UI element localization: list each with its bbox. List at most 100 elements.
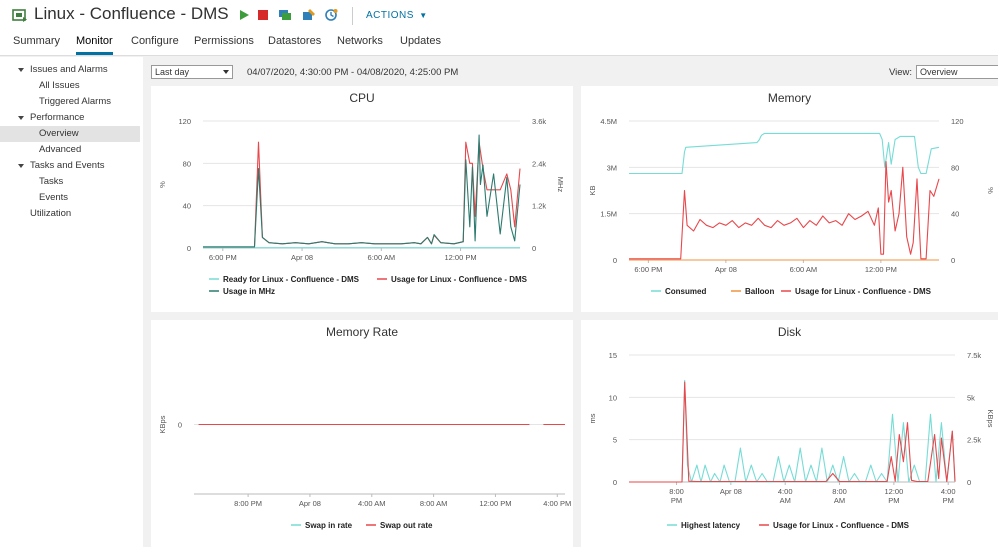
memory-chart-panel: Memory 4.5M 3M 1.5M 0 120 80 40 0 6:00 PM Apr 08 6:… [581,86,998,312]
disk-xtick-label-suffix: PM [671,496,682,505]
disk-xtick-label: 8:00 [669,487,684,496]
cpu-ytick-label: 80 [183,159,191,168]
memory-ylabel: KB [588,185,597,195]
vm-icon [12,9,27,22]
power-on-icon[interactable] [237,8,251,22]
disk-xtick-label: 8:00 [832,487,847,496]
disk-xtick-label-suffix: AM [834,496,845,505]
sidebar-item-all-issues[interactable]: All Issues [39,80,80,91]
memory-legend-consumed[interactable]: Consumed [665,287,706,296]
tab-updates[interactable]: Updates [400,35,441,47]
cpu-chart-panel: CPU 120 80 40 0 3.6k 2.4k 1.2k 0 6:00 PM Apr 08 6:0… [151,86,573,312]
cpu-ytick-label: 120 [178,117,191,126]
cpu-legend-usage-in-mhz[interactable]: Usage in MHz [223,287,275,296]
chevron-down-icon: ▼ [419,11,428,20]
sidebar-item-triggered-alarms[interactable]: Triggered Alarms [39,96,111,107]
tab-networks[interactable]: Networks [337,35,383,47]
cpu-series-usage-for-linux-confluence-dms [203,141,521,248]
memory-rate-ylabel: KBps [158,415,167,433]
cpu-y2tick-label: 1.2k [532,202,546,211]
memory-legend-balloon[interactable]: Balloon [745,287,774,296]
memory-chart-title: Memory [768,91,811,105]
cpu-xtick-label: Apr 08 [291,253,313,262]
disk-y2tick-label: 5k [967,393,975,402]
memory-xtick-label: 12:00 PM [865,265,897,274]
tab-permissions[interactable]: Permissions [194,35,254,47]
object-header: Linux - Confluence - DMS ACTIONS ▼ Summa… [0,0,998,56]
tab-configure[interactable]: Configure [131,35,179,47]
memory-xtick-label: Apr 08 [715,265,737,274]
console-icon[interactable] [278,8,292,22]
snapshot-icon[interactable] [324,8,338,22]
view-value: Overview [920,67,958,77]
memory-rate-xtick-label: 4:00 PM [543,499,571,508]
vm-title: Linux - Confluence - DMS [34,4,229,23]
power-off-icon[interactable] [256,8,270,22]
monitor-sidebar: Issues and Alarms All Issues Triggered A… [0,57,143,547]
time-range-select[interactable]: Last day [151,65,233,79]
memory-rate-chart: Memory Rate 0 8:00 PM Apr 08 4:00 AM 8:00 AM 1… [158,325,571,530]
memory-rate-xtick-label: 8:00 AM [420,499,448,508]
sidebar-item-advanced[interactable]: Advanced [39,144,82,155]
disk-chart-title: Disk [778,325,802,339]
memory-rate-chart-panel: Memory Rate 0 8:00 PM Apr 08 4:00 AM 8:00 AM 1… [151,320,573,547]
actions-label: ACTIONS [366,10,414,21]
cpu-y2tick-label: 3.6k [532,117,546,126]
cpu-ytick-label: 40 [183,202,191,211]
cpu-ytick-label: 0 [187,244,191,253]
caret-down-icon [18,68,24,72]
caret-down-icon [18,164,24,168]
actions-menu-button[interactable]: ACTIONS ▼ [366,10,428,21]
cpu-y2tick-label: 0 [532,244,536,253]
performance-toolbar: Last day 04/07/2020, 4:30:00 PM - 04/08/… [143,57,998,85]
memory-ytick-label: 1.5M [600,210,617,219]
memory-rate-xtick-label: 12:00 PM [479,499,511,508]
view-select[interactable]: Overview [916,65,998,79]
cpu-legend-usage-for-linux-confluence-dms[interactable]: Usage for Linux - Confluence - DMS [391,275,528,284]
cpu-xtick-label: 6:00 PM [209,253,237,262]
disk-ylabel: ms [588,413,597,423]
disk-y2label: KBps [986,410,995,428]
memory-ytick-label: 3M [607,163,617,172]
sidebar-item-performance[interactable]: Performance [0,110,140,126]
tab-datastores[interactable]: Datastores [268,35,322,47]
cpu-chart-title: CPU [349,91,374,105]
disk-legend-usage-for-linux-confluence-dms[interactable]: Usage for Linux - Confluence - DMS [773,521,910,530]
time-range-value: Last day [155,67,190,77]
disk-y2tick-label: 0 [967,478,971,487]
disk-xtick-label: 12:00 [884,487,903,496]
memory-rate-legend-swap-in-rate[interactable]: Swap in rate [305,521,353,530]
memory-rate-xtick-label: Apr 08 [299,499,321,508]
cpu-legend-ready-for-linux-confluence-dms[interactable]: Ready for Linux - Confluence - DMS [223,275,360,284]
migrate-icon[interactable] [302,8,316,22]
disk-chart-panel: Disk 15 10 5 0 7.5k 5k 2.5k 0 8:00 PM Apr 08 4:00 AM 8… [581,320,998,547]
disk-y2tick-label: 7.5k [967,351,981,360]
tab-monitor[interactable]: Monitor [76,33,113,55]
sidebar-item-overview[interactable]: Overview [0,126,140,142]
memory-y2tick-label: 120 [951,117,964,126]
memory-y2label: % [986,187,995,194]
memory-rate-legend-swap-out-rate[interactable]: Swap out rate [380,521,433,530]
memory-rate-chart-title: Memory Rate [326,325,398,339]
disk-xtick-label-suffix: AM [780,496,791,505]
tab-summary[interactable]: Summary [13,35,61,47]
cpu-chart: CPU 120 80 40 0 3.6k 2.4k 1.2k 0 6:00 PM Apr 08 6:0… [158,91,565,296]
disk-ytick-label: 15 [609,351,617,360]
memory-legend-usage-for-linux-confluence-dms[interactable]: Usage for Linux - Confluence - DMS [795,287,932,296]
memory-xtick-label: 6:00 AM [790,265,818,274]
memory-series-usage-for-linux-confluence-dms [629,160,940,260]
cpu-y2tick-label: 2.4k [532,159,546,168]
cpu-ylabel: % [158,181,167,188]
sidebar-item-events[interactable]: Events [39,192,69,203]
sidebar-item-tasks-and-events[interactable]: Tasks and Events [0,158,140,174]
cpu-y2label: MHz [556,177,565,193]
memory-y2tick-label: 40 [951,210,959,219]
sidebar-item-tasks[interactable]: Tasks [39,176,64,187]
sidebar-item-utilization[interactable]: Utilization [30,208,72,219]
sidebar-item-issues-and-alarms[interactable]: Issues and Alarms [0,62,140,78]
cpu-series-usage-in-mhz [203,134,521,248]
disk-legend-highest-latency[interactable]: Highest latency [681,521,741,530]
memory-rate-xtick-label: 8:00 PM [234,499,262,508]
disk-xtick-label: 4:00 [778,487,793,496]
